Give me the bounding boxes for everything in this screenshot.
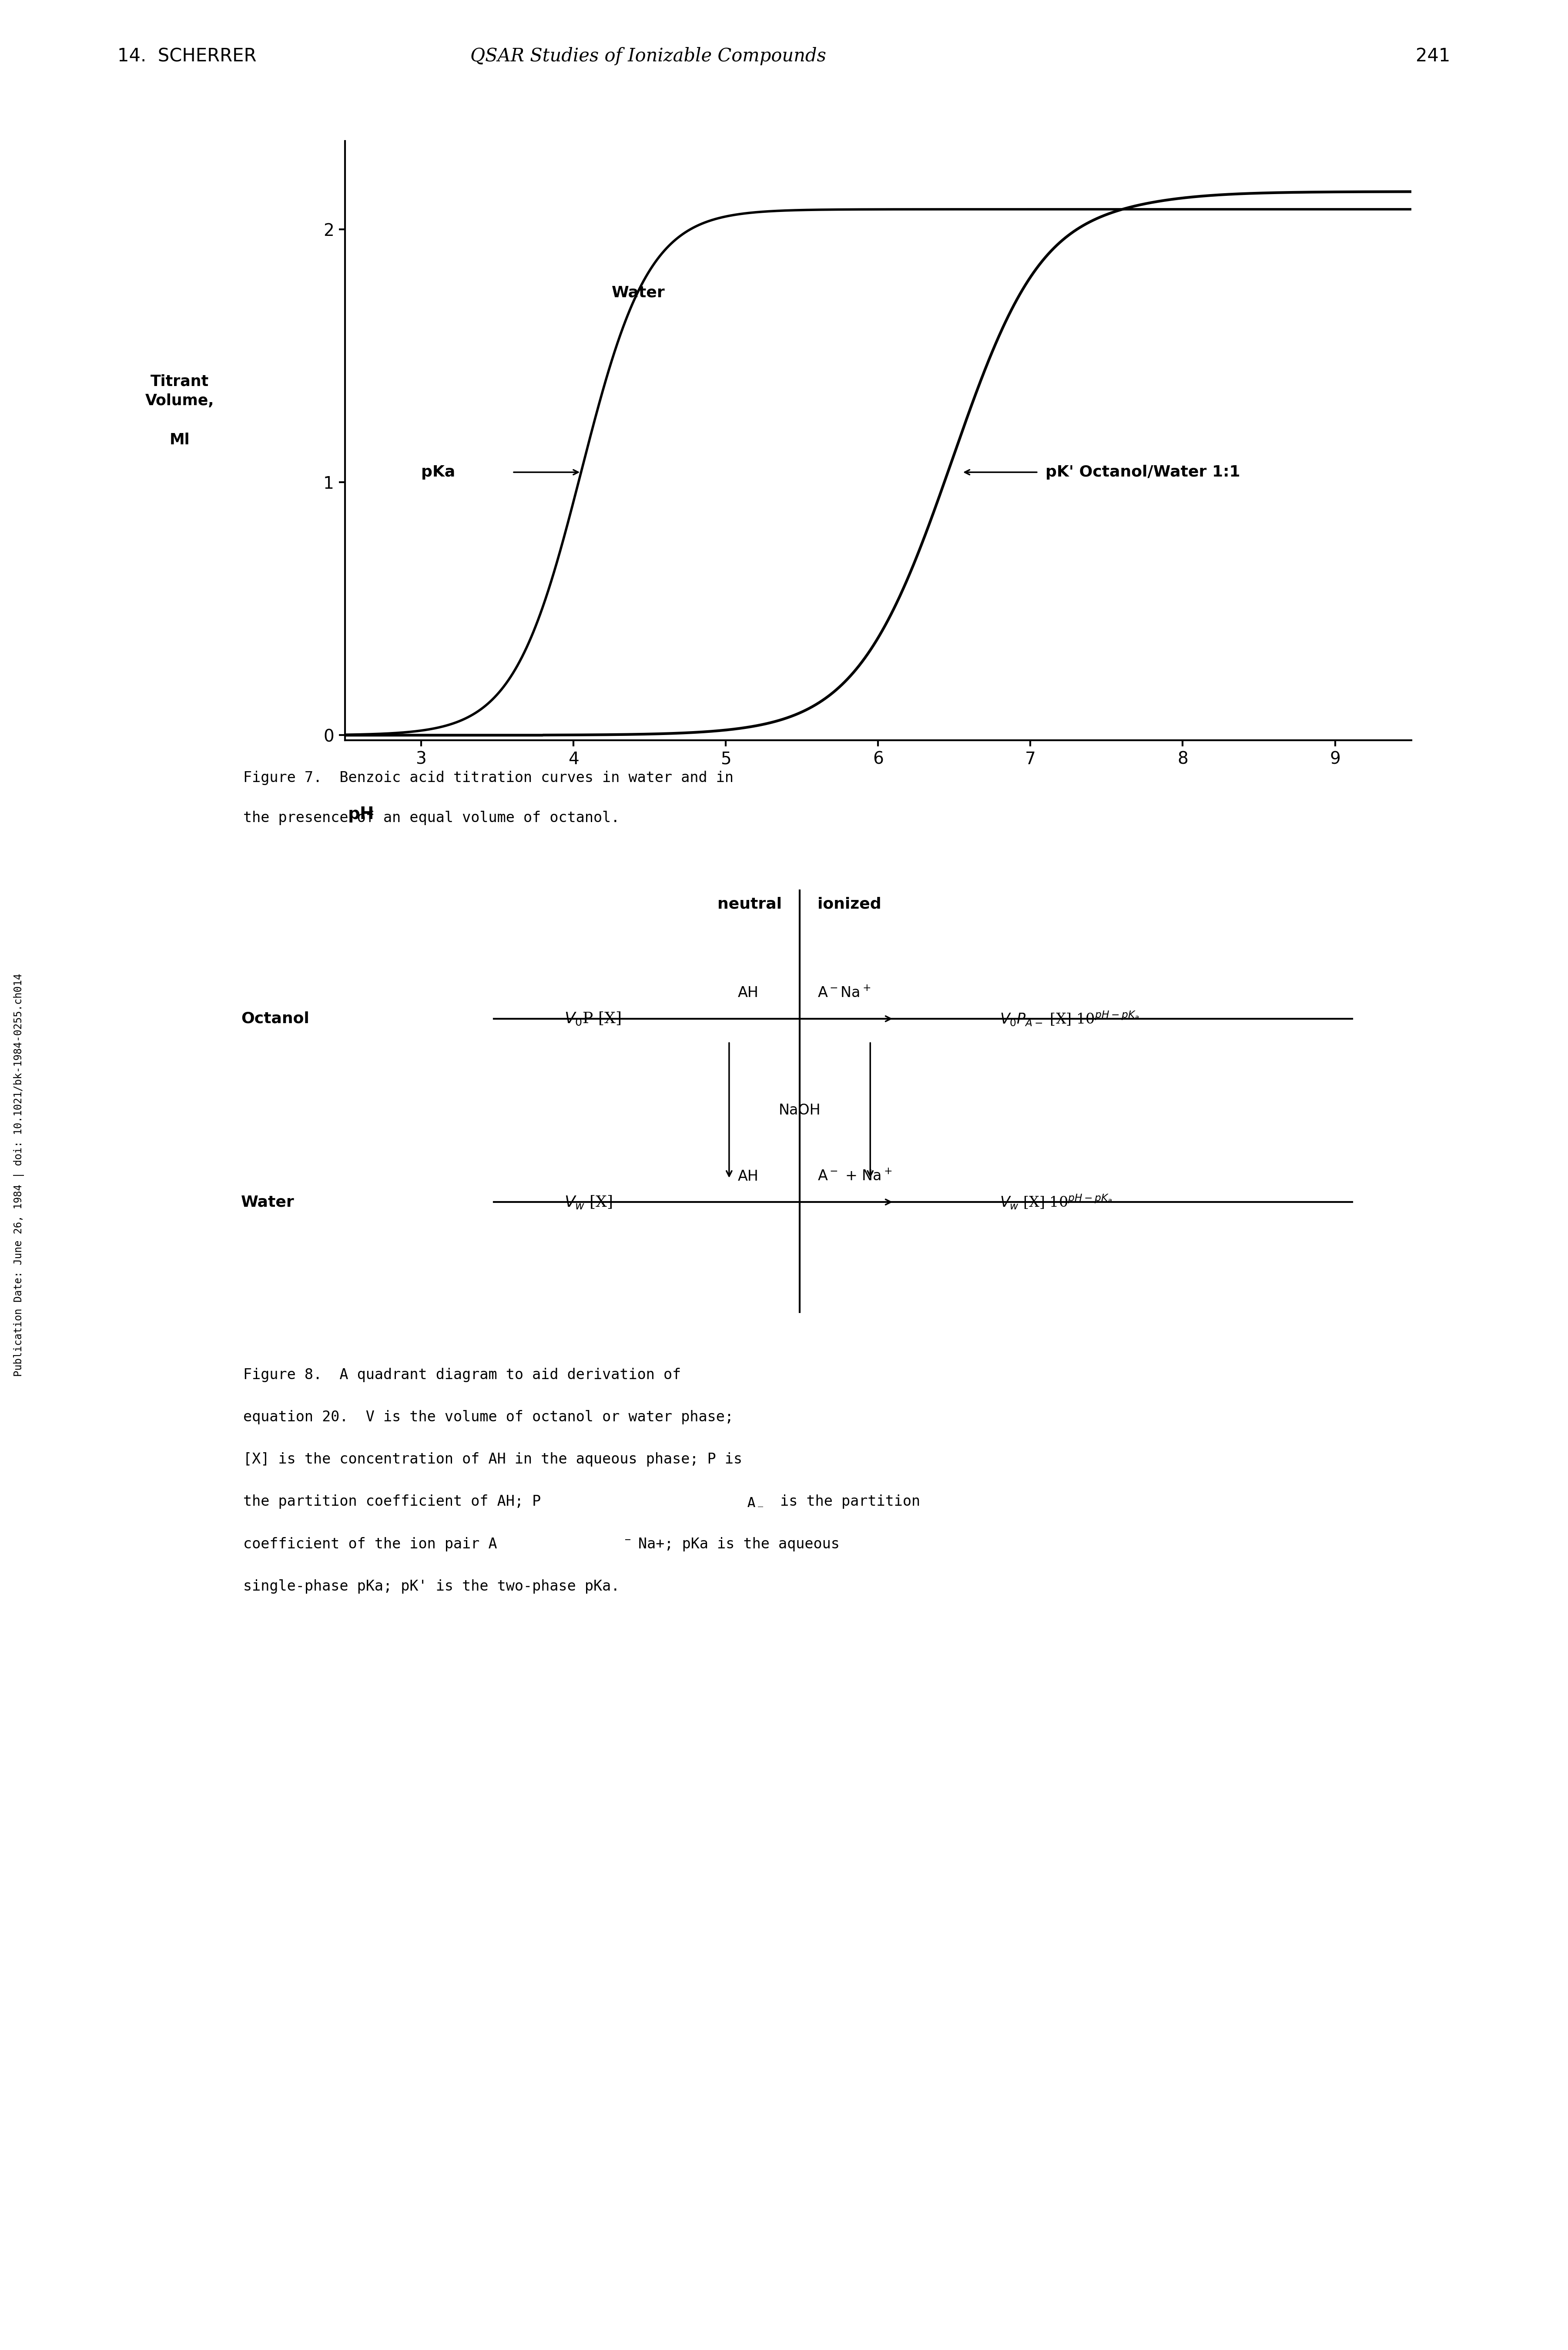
Text: A$^-$ + Na$^+$: A$^-$ + Na$^+$ <box>817 1170 892 1184</box>
Text: Water: Water <box>612 284 665 301</box>
Text: the partition coefficient of AH; P: the partition coefficient of AH; P <box>243 1495 541 1509</box>
Text: coefficient of the ion pair A: coefficient of the ion pair A <box>243 1537 497 1551</box>
Text: Water: Water <box>241 1194 295 1210</box>
Text: Na+; pKa is the aqueous: Na+; pKa is the aqueous <box>638 1537 839 1551</box>
Text: $\mathregular{^-}$: $\mathregular{^-}$ <box>622 1537 632 1551</box>
Text: A$^-$Na$^+$: A$^-$Na$^+$ <box>817 987 870 1001</box>
Text: NaOH: NaOH <box>779 1102 820 1119</box>
Text: $\mathregular{A_-}$: $\mathregular{A_-}$ <box>746 1495 764 1509</box>
Text: $V_w$ [X] 10$^{pH-pK_a}$: $V_w$ [X] 10$^{pH-pK_a}$ <box>1000 1194 1112 1210</box>
Text: pKa: pKa <box>422 465 455 479</box>
Text: AH: AH <box>737 1170 759 1184</box>
Text: $V_w$ [X]: $V_w$ [X] <box>564 1194 613 1210</box>
Text: pK' Octanol/Water 1:1: pK' Octanol/Water 1:1 <box>1046 465 1240 479</box>
Text: 241: 241 <box>1416 47 1450 66</box>
Text: pH: pH <box>348 806 375 822</box>
Text: AH: AH <box>737 987 759 1001</box>
Text: Publication Date: June 26, 1984 | doi: 10.1021/bk-1984-0255.ch014: Publication Date: June 26, 1984 | doi: 1… <box>14 973 24 1377</box>
Text: QSAR Studies of Ionizable Compounds: QSAR Studies of Ionizable Compounds <box>470 47 826 66</box>
Text: $V_0$P [X]: $V_0$P [X] <box>564 1010 621 1027</box>
Text: Octanol: Octanol <box>241 1010 309 1027</box>
Text: $V_0$$P_{A-}$ [X] 10$^{pH-pK_a}$: $V_0$$P_{A-}$ [X] 10$^{pH-pK_a}$ <box>1000 1010 1138 1027</box>
Text: single-phase pKa; pK' is the two-phase pKa.: single-phase pKa; pK' is the two-phase p… <box>243 1579 619 1593</box>
Text: Figure 8.  A quadrant diagram to aid derivation of: Figure 8. A quadrant diagram to aid deri… <box>243 1368 681 1382</box>
Text: [X] is the concentration of AH in the aqueous phase; P is: [X] is the concentration of AH in the aq… <box>243 1452 742 1466</box>
Text: Titrant
Volume,

Ml: Titrant Volume, Ml <box>146 374 215 446</box>
Text: ionized: ionized <box>817 898 881 912</box>
Text: the presence of an equal volume of octanol.: the presence of an equal volume of octan… <box>243 811 619 825</box>
Text: equation 20.  V is the volume of octanol or water phase;: equation 20. V is the volume of octanol … <box>243 1410 734 1424</box>
Text: neutral: neutral <box>718 898 782 912</box>
Text: Figure 7.  Benzoic acid titration curves in water and in: Figure 7. Benzoic acid titration curves … <box>243 771 734 785</box>
Text: 14.  SCHERRER: 14. SCHERRER <box>118 47 257 66</box>
Text: is the partition: is the partition <box>771 1495 920 1509</box>
